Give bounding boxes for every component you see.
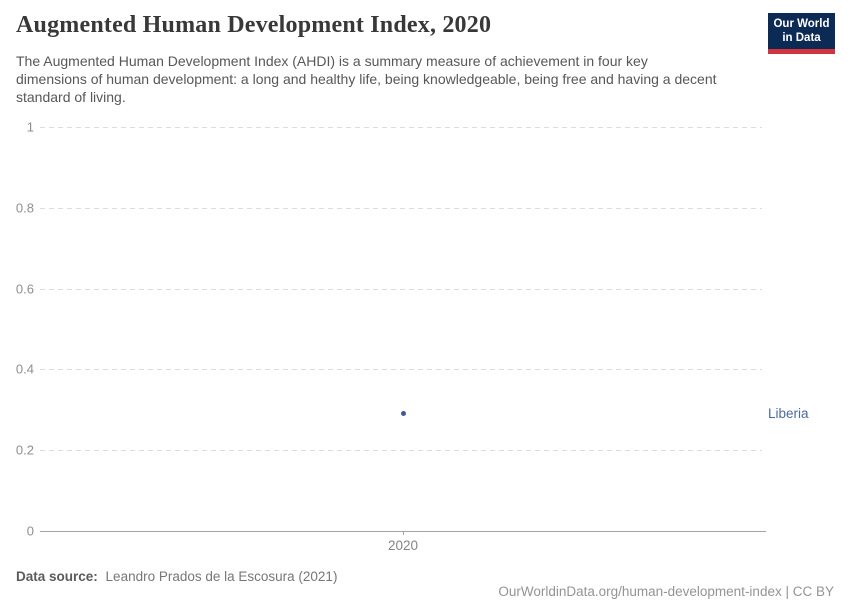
owid-logo-stripe xyxy=(768,49,835,54)
y-gridline xyxy=(40,288,762,290)
y-gridline xyxy=(40,127,762,128)
y-tick-label: 0 xyxy=(26,523,34,539)
data-source-label: Data source: xyxy=(16,569,98,584)
y-tick-label: 1 xyxy=(26,119,34,135)
y-tick-label: 0.6 xyxy=(15,281,34,297)
entity-label-liberia[interactable]: Liberia xyxy=(768,406,809,422)
owid-logo-text: Our World in Data xyxy=(768,13,835,49)
y-tick-label: 0.2 xyxy=(15,442,34,458)
y-tick-label: 0.4 xyxy=(15,361,34,377)
x-tick-label: 2020 xyxy=(387,538,419,553)
owid-logo-line2: in Data xyxy=(782,31,821,44)
footer-link[interactable]: OurWorldinData.org/human-development-ind… xyxy=(483,569,834,600)
data-source-value: Leandro Prados de la Escosura (2021) xyxy=(105,569,338,584)
owid-logo-line1: Our World xyxy=(773,18,830,30)
x-axis-line xyxy=(40,531,766,532)
data-point-liberia[interactable] xyxy=(400,411,406,417)
footer-license: | CC BY xyxy=(781,584,834,599)
y-gridline xyxy=(40,369,762,371)
owid-logo: Our World in Data xyxy=(768,13,835,54)
x-axis-tick xyxy=(402,531,404,535)
y-gridline xyxy=(40,450,762,452)
chart-subtitle: The Augmented Human Development Index (A… xyxy=(16,53,717,105)
page-title: Augmented Human Development Index, 2020 xyxy=(16,12,492,38)
footer-url[interactable]: OurWorldinData.org/human-development-ind… xyxy=(498,584,782,599)
y-gridline xyxy=(40,207,762,209)
y-tick-label: 0.8 xyxy=(15,200,34,216)
footer-source: Data source: Leandro Prados de la Escosu… xyxy=(16,569,337,584)
